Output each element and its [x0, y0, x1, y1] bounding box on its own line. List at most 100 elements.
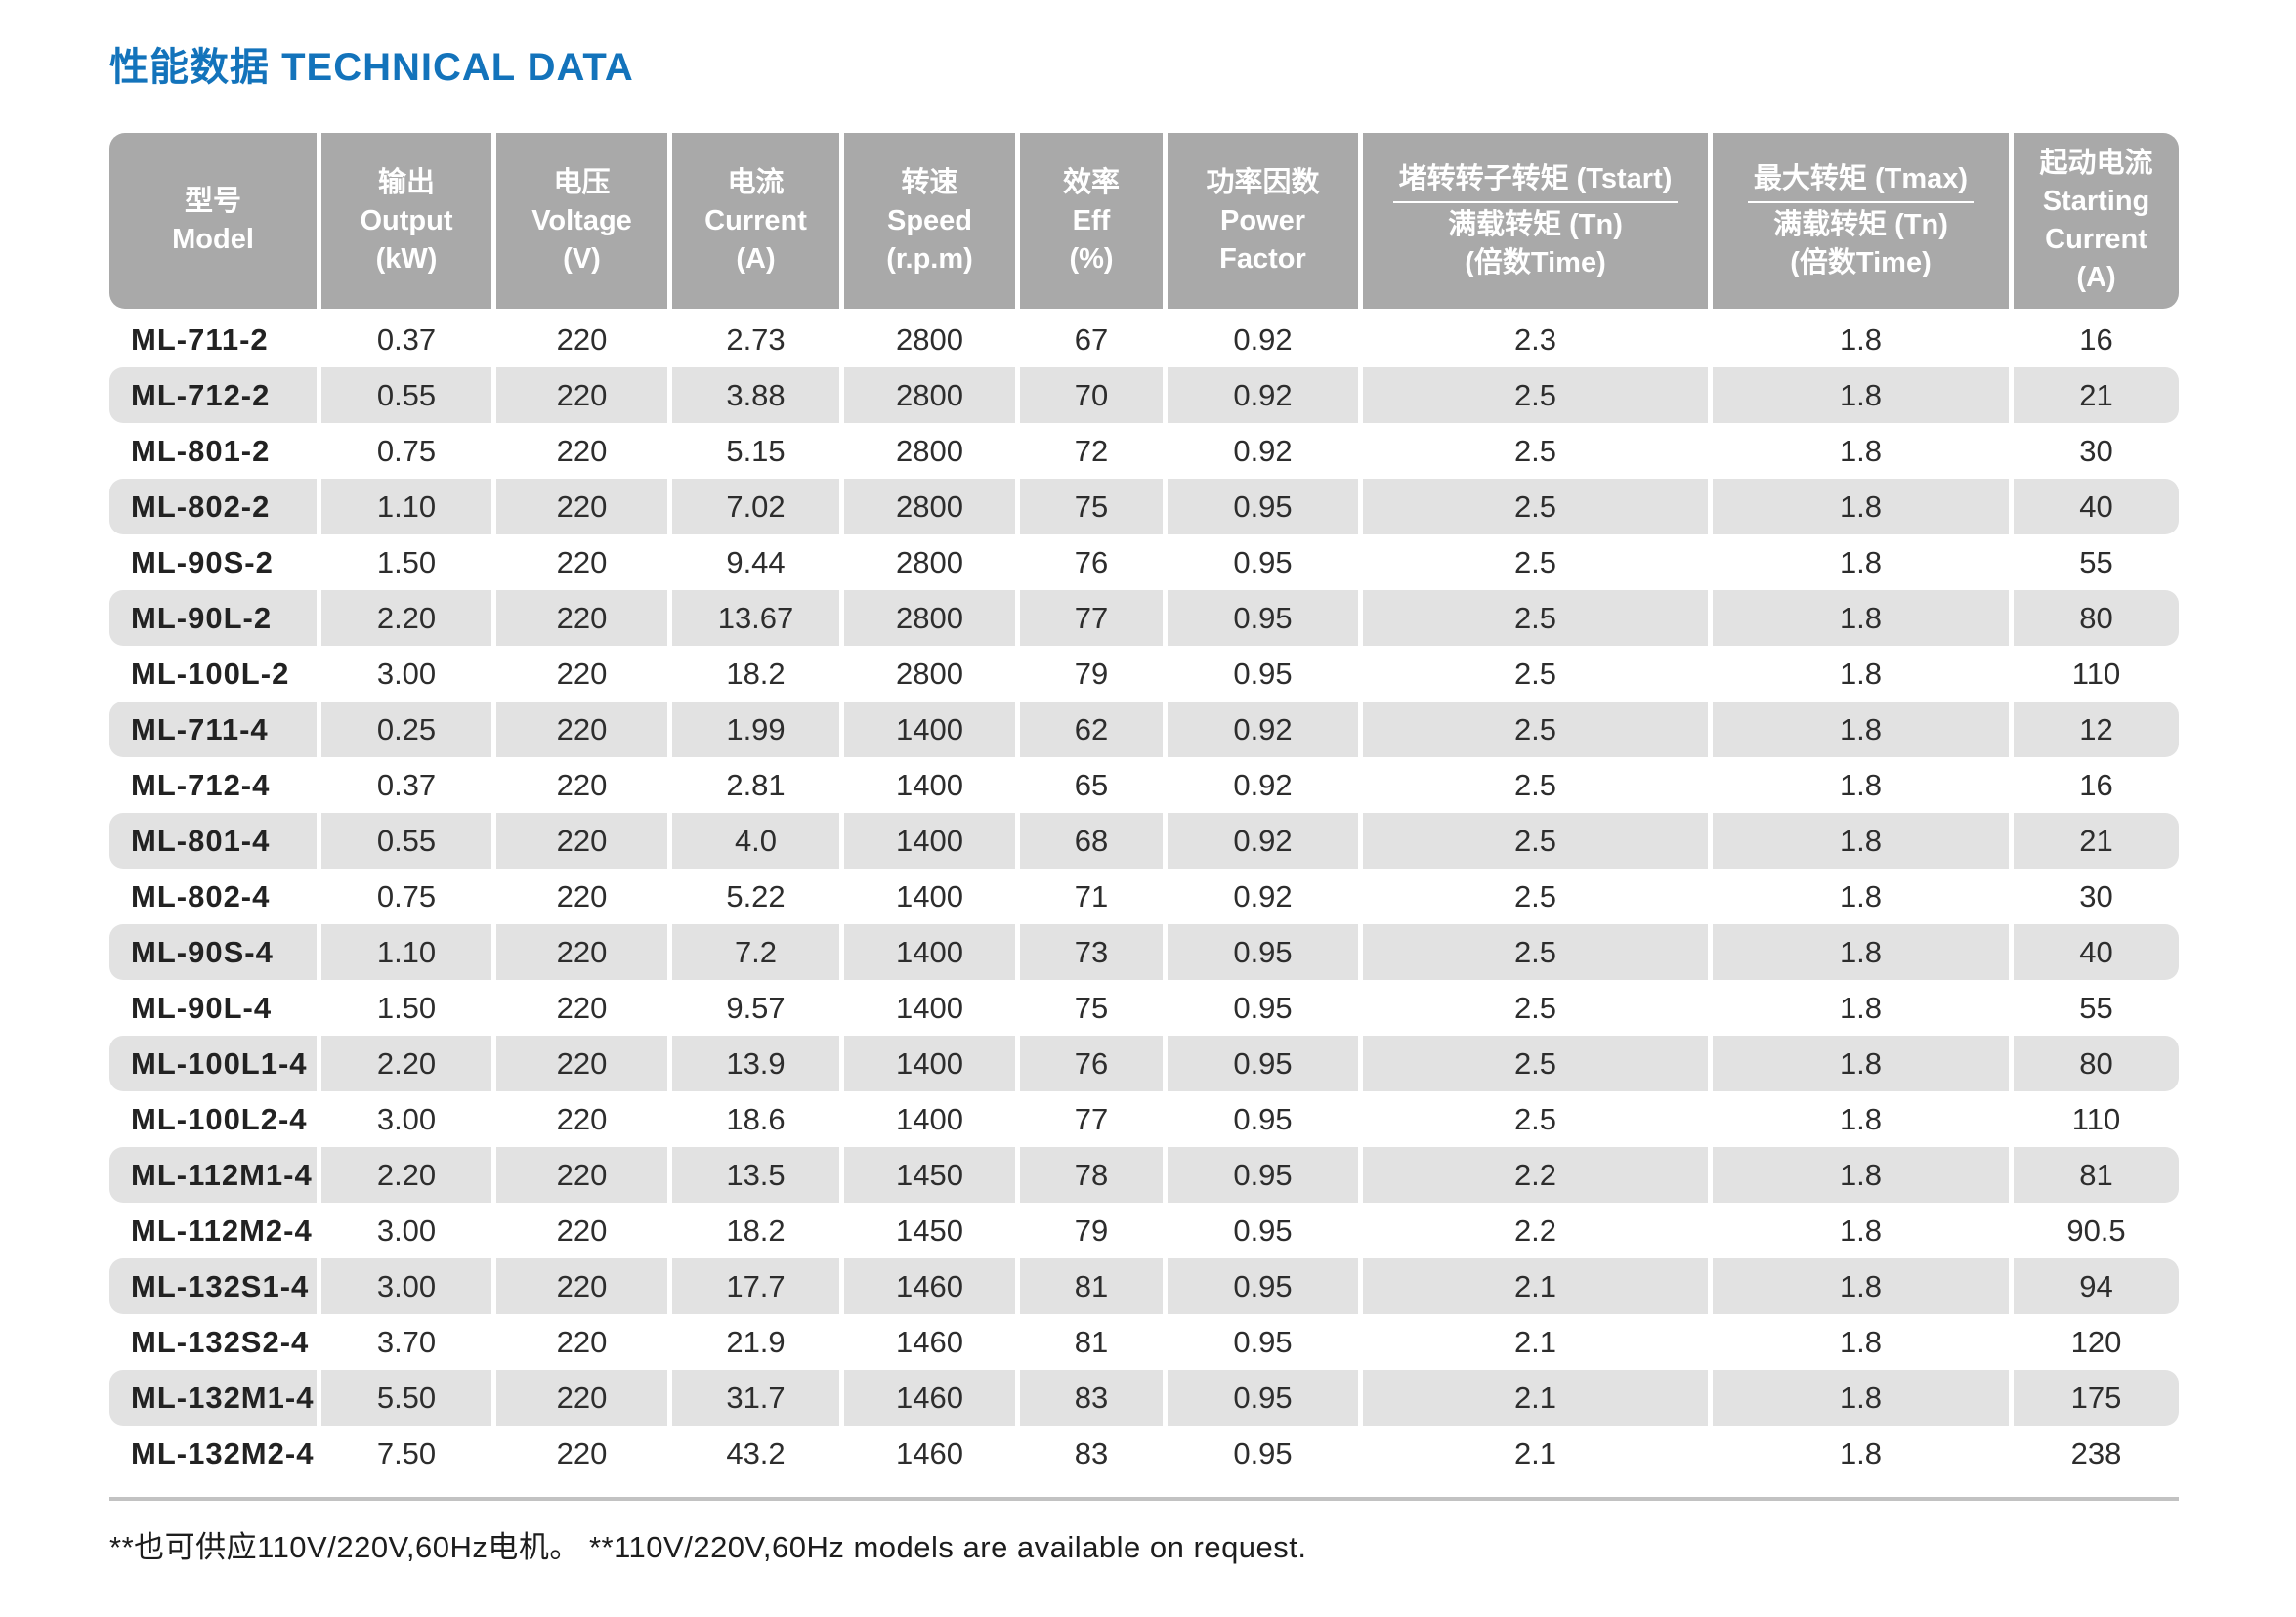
model-cell: ML-801-2: [131, 433, 271, 468]
column-header-starting-current: 起动电流 Starting Current (A): [2014, 133, 2179, 309]
table-row: ML-90S-2 1.50 220 9.44 2800 76 0.95 2.5 1.8 55: [109, 534, 2179, 590]
model-cell: ML-112M2-4: [131, 1213, 313, 1248]
value-cell: 1400: [844, 813, 1015, 869]
table-header-row: 型号 Model 输出 Output (kW) 电压 Voltage (V) 电流 Current…: [109, 133, 2179, 309]
value-cell: 3.00: [376, 1213, 437, 1248]
technical-data-table: 型号 Model 输出 Output (kW) 电压 Voltage (V) 电流 Current…: [109, 133, 2179, 1481]
model-cell: ML-90S-2: [131, 544, 274, 579]
value-cell: 9.57: [726, 990, 786, 1025]
value-cell: 7.50: [376, 1435, 437, 1470]
value-cell: 2800: [896, 656, 963, 691]
value-cell: 1.8: [1713, 479, 2009, 534]
value-cell: 2.5: [1363, 702, 1708, 757]
value-cell: 0.95: [1233, 544, 1293, 579]
model-cell: ML-100L2-4: [131, 1101, 308, 1136]
value-cell: 1450: [896, 1213, 963, 1248]
value-cell: 79: [1074, 656, 1109, 691]
value-cell: 94: [2014, 1258, 2179, 1314]
model-cell: ML-132S1-4: [109, 1258, 317, 1314]
value-cell: 13.5: [672, 1147, 839, 1203]
value-cell: 2.20: [321, 1036, 491, 1091]
value-cell: 0.92: [1168, 813, 1358, 869]
value-cell: 1.8: [1713, 1258, 2009, 1314]
value-cell: 220: [496, 1258, 667, 1314]
model-cell: ML-90L-2: [109, 590, 317, 646]
value-cell: 1.8: [1713, 367, 2009, 423]
value-cell: 220: [556, 1435, 608, 1470]
value-cell: 1460: [844, 1258, 1015, 1314]
value-cell: 220: [496, 479, 667, 534]
table-row: ML-132M2-4 7.50 220 43.2 1460 83 0.95 2.1 1.8 238: [109, 1426, 2179, 1481]
value-cell: 220: [556, 1213, 608, 1248]
column-header-power-factor: 功率因数 Power Factor: [1168, 133, 1358, 309]
value-cell: 70: [1020, 367, 1163, 423]
model-cell: ML-802-4: [131, 878, 271, 914]
value-cell: 4.0: [672, 813, 839, 869]
value-cell: 40: [2014, 924, 2179, 980]
value-cell: 30: [2079, 878, 2113, 914]
value-cell: 13.67: [672, 590, 839, 646]
value-cell: 220: [496, 1370, 667, 1426]
value-cell: 21.9: [726, 1324, 786, 1359]
value-cell: 0.75: [376, 878, 437, 914]
value-cell: 1.8: [1839, 1213, 1883, 1248]
value-cell: 0.92: [1233, 433, 1293, 468]
value-cell: 0.95: [1168, 479, 1358, 534]
value-cell: 65: [1074, 767, 1109, 802]
value-cell: 77: [1074, 1101, 1109, 1136]
value-cell: 0.95: [1233, 1213, 1293, 1248]
value-cell: 18.2: [726, 1213, 786, 1248]
column-header-voltage: 电压 Voltage (V): [496, 133, 667, 309]
column-header-current: 电流 Current (A): [672, 133, 839, 309]
value-cell: 220: [556, 321, 608, 357]
value-cell: 30: [2079, 433, 2113, 468]
value-cell: 1.8: [1839, 433, 1883, 468]
value-cell: 2.1: [1363, 1258, 1708, 1314]
model-cell: ML-132M1-4: [109, 1370, 317, 1426]
value-cell: 1.8: [1839, 1435, 1883, 1470]
value-cell: 55: [2079, 990, 2113, 1025]
value-cell: 55: [2079, 544, 2113, 579]
value-cell: 90.5: [2066, 1213, 2126, 1248]
value-cell: 0.95: [1233, 990, 1293, 1025]
value-cell: 1.8: [1839, 656, 1883, 691]
value-cell: 0.95: [1168, 924, 1358, 980]
value-cell: 220: [556, 990, 608, 1025]
value-cell: 1460: [896, 1435, 963, 1470]
value-cell: 2.20: [321, 590, 491, 646]
value-cell: 220: [556, 878, 608, 914]
value-cell: 1460: [844, 1370, 1015, 1426]
value-cell: 2.81: [726, 767, 786, 802]
table-row: ML-711-4 0.25 220 1.99 1400 62 0.92 2.5 1.8 12: [109, 702, 2179, 757]
value-cell: 0.95: [1168, 1370, 1358, 1426]
page-title: 性能数据 TECHNICAL DATA: [109, 46, 634, 89]
value-cell: 17.7: [672, 1258, 839, 1314]
column-header-speed: 转速 Speed (r.p.m): [844, 133, 1015, 309]
model-cell: ML-90L-4: [131, 990, 273, 1025]
value-cell: 1460: [896, 1324, 963, 1359]
value-cell: 0.95: [1168, 1036, 1358, 1091]
value-cell: 1.8: [1713, 924, 2009, 980]
value-cell: 2800: [896, 544, 963, 579]
model-cell: ML-112M1-4: [109, 1147, 317, 1203]
value-cell: 67: [1074, 321, 1109, 357]
value-cell: 1400: [844, 702, 1015, 757]
table-row: ML-801-4 0.55 220 4.0 1400 68 0.92 2.5 1.8 21: [109, 813, 2179, 869]
value-cell: 2.5: [1363, 479, 1708, 534]
value-cell: 2.2: [1363, 1147, 1708, 1203]
table-row: ML-132S1-4 3.00 220 17.7 1460 81 0.95 2.1 1.8 94: [109, 1258, 2179, 1314]
value-cell: 43.2: [726, 1435, 786, 1470]
value-cell: 0.92: [1168, 367, 1358, 423]
model-cell: ML-712-4: [131, 767, 271, 802]
table-row: ML-112M2-4 3.00 220 18.2 1450 79 0.95 2.2 1.8 90.…: [109, 1203, 2179, 1258]
value-cell: 5.22: [726, 878, 786, 914]
table-row: ML-100L-2 3.00 220 18.2 2800 79 0.95 2.5 1.8 110: [109, 646, 2179, 702]
value-cell: 0.92: [1233, 878, 1293, 914]
value-cell: 2.20: [321, 1147, 491, 1203]
table-body: ML-711-2 0.37 220 2.73 2800 67 0.92 2.3 1.8 16 ML-…: [109, 312, 2179, 1481]
table-row: ML-132M1-4 5.50 220 31.7 1460 83 0.95 2.1 1.8 175: [109, 1370, 2179, 1426]
value-cell: 220: [496, 813, 667, 869]
value-cell: 1.8: [1839, 878, 1883, 914]
column-header-efficiency: 效率 Eff (%): [1020, 133, 1163, 309]
value-cell: 0.92: [1233, 321, 1293, 357]
